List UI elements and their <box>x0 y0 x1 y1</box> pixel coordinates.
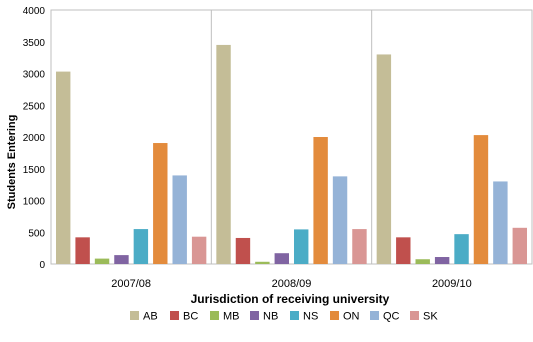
x-tick-label: 2008/09 <box>272 278 312 290</box>
plot-border <box>50 9 533 265</box>
y-tick-label: 2000 <box>23 133 46 144</box>
legend-label-bc: BC <box>183 311 198 323</box>
x-axis-label: Jurisdiction of receiving university <box>191 292 390 306</box>
y-tick-label: 3500 <box>23 38 46 49</box>
y-tick-label: 1000 <box>23 197 46 208</box>
legend-label-qc: QC <box>383 311 400 323</box>
bars <box>56 44 527 265</box>
bar-nb-2008-09 <box>274 253 289 264</box>
plot-area <box>50 9 533 265</box>
y-axis-label: Students Entering <box>6 115 18 210</box>
legend-swatch-bc <box>170 311 179 320</box>
bar-sk-2009-10 <box>512 227 527 264</box>
legend-swatch-qc <box>370 311 379 320</box>
legend-label-nb: NB <box>263 311 278 323</box>
legend-label-mb: MB <box>223 311 240 323</box>
legend-swatch-ns <box>290 311 299 320</box>
bar-mb-2007-08 <box>94 258 110 264</box>
y-tick-label: 0 <box>39 260 45 271</box>
y-tick-label: 4000 <box>23 6 46 17</box>
category-separators <box>210 10 373 264</box>
y-tick-label: 1500 <box>23 165 46 176</box>
y-tick-label: 500 <box>28 228 45 239</box>
bar-ns-2008-09 <box>294 229 309 264</box>
legend-label-ab: AB <box>143 311 158 323</box>
bar-ab-2007-08 <box>56 71 71 264</box>
legend-label-ns: NS <box>303 311 318 323</box>
bar-qc-2009-10 <box>493 181 508 264</box>
legend-label-sk: SK <box>423 311 438 323</box>
bar-nb-2007-08 <box>114 255 129 264</box>
bar-sk-2008-09 <box>352 229 367 264</box>
y-tick-label: 3000 <box>23 70 46 81</box>
x-tick-label: 2007/08 <box>111 278 151 290</box>
bar-qc-2007-08 <box>172 175 187 264</box>
bar-bc-2007-08 <box>75 237 90 264</box>
bar-ab-2008-09 <box>216 44 231 264</box>
legend-swatch-ab <box>130 311 139 320</box>
legend-swatch-mb <box>210 311 219 320</box>
bar-bc-2009-10 <box>396 237 411 264</box>
y-axis-tick-labels: 0 500 1000 1500 2000 2500 3000 3500 4000 <box>23 6 46 271</box>
bar-mb-2008-09 <box>255 261 270 264</box>
y-tick-label: 2500 <box>23 101 46 112</box>
legend-label-on: ON <box>343 311 360 323</box>
bar-nb-2009-10 <box>434 257 450 264</box>
x-tick-label: 2009/10 <box>432 278 472 290</box>
bar-on-2008-09 <box>313 137 328 264</box>
bar-qc-2008-09 <box>332 176 348 264</box>
bar-ns-2009-10 <box>454 234 469 264</box>
bar-mb-2009-10 <box>415 259 430 264</box>
bar-sk-2007-08 <box>191 236 207 264</box>
legend-swatch-on <box>330 311 339 320</box>
legend: AB BC MB NB NS ON QC SK <box>130 311 438 323</box>
bar-ns-2007-08 <box>133 229 149 264</box>
bar-ab-2009-10 <box>376 54 392 265</box>
bar-on-2007-08 <box>153 143 168 264</box>
bar-on-2009-10 <box>473 135 489 264</box>
x-axis-tick-labels: 2007/08 2008/09 2009/10 <box>111 278 471 290</box>
bar-bc-2008-09 <box>235 237 251 264</box>
legend-swatch-nb <box>250 311 259 320</box>
legend-swatch-sk <box>410 311 419 320</box>
